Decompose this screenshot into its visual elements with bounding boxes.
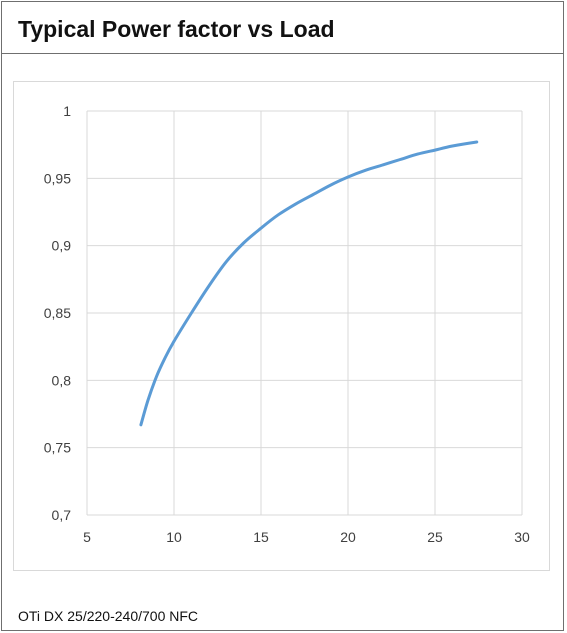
y-tick-label: 0,85 [44,305,71,321]
x-tick-label: 20 [340,529,356,545]
x-tick-label: 25 [427,529,443,545]
y-tick-label: 1 [63,103,71,119]
y-tick-label: 0,95 [44,170,71,186]
power-factor-series-line [139,140,479,427]
y-tick-label: 0,75 [44,440,71,456]
y-tick-label: 0,9 [52,238,72,254]
chart-area: 0,7 0,75 0,8 0,85 0,9 0,95 1 5 10 15 20 25 30 [13,81,550,571]
chart-title: Typical Power factor vs Load [18,16,335,42]
y-tick-label: 0,7 [52,507,72,523]
product-caption: OTi DX 25/220-240/700 NFC [18,608,199,624]
y-tick-label: 0,8 [52,372,72,388]
title-bar: Typical Power factor vs Load [2,2,563,54]
x-tick-label: 15 [253,529,269,545]
x-tick-label: 30 [514,529,530,545]
x-tick-label: 10 [166,529,182,545]
x-tick-label: 5 [83,529,91,545]
